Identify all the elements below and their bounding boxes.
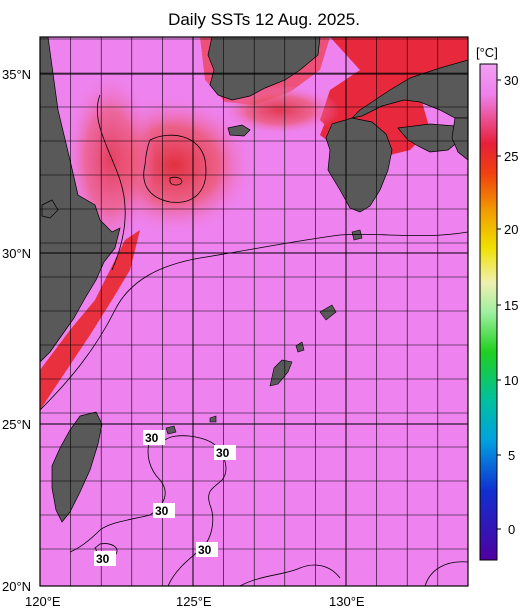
y-tick-label: 20°N bbox=[2, 579, 31, 594]
contour-30-southeast bbox=[239, 564, 341, 586]
land-china bbox=[40, 37, 121, 363]
colorbar-tick-label: 20 bbox=[504, 222, 518, 237]
contour-label: 30 bbox=[155, 504, 169, 518]
y-tick-label: 35°N bbox=[2, 67, 31, 82]
island-okinawa bbox=[269, 359, 293, 387]
colorbar bbox=[479, 63, 498, 561]
y-tick-label: 25°N bbox=[2, 417, 31, 432]
major-graticule bbox=[40, 37, 468, 586]
contour-label: 30 bbox=[198, 543, 212, 557]
contour-label: 30 bbox=[96, 552, 110, 566]
island-miyako bbox=[209, 415, 217, 423]
y-tick-label: 30°N bbox=[2, 246, 31, 261]
contour-label-group: 30 30 30 30 30 bbox=[94, 430, 236, 566]
colorbar-tick-label: 25 bbox=[504, 149, 518, 164]
land-kii bbox=[451, 117, 468, 161]
contour-label: 30 bbox=[216, 446, 230, 460]
map-frame bbox=[39, 36, 469, 587]
island-ishigaki bbox=[165, 425, 177, 435]
contour-label: 30 bbox=[145, 431, 159, 445]
contour-kuroshio bbox=[40, 231, 468, 411]
island-yakushima bbox=[351, 229, 363, 241]
colorbar-tick-label: 10 bbox=[504, 373, 518, 388]
colorbar-unit: [°C] bbox=[476, 45, 498, 60]
island-tokunoshima bbox=[295, 341, 305, 353]
map-title: Daily SSTs 12 Aug. 2025. bbox=[168, 10, 360, 29]
land-jeju bbox=[227, 124, 251, 137]
island-amami bbox=[319, 304, 337, 321]
colorbar-tick-label: 5 bbox=[508, 448, 515, 463]
land-shikoku bbox=[397, 123, 461, 153]
colorbar-tick-label: 30 bbox=[504, 73, 518, 88]
x-tick-label: 130°E bbox=[329, 594, 365, 609]
contour-inner-loop bbox=[169, 176, 183, 186]
colorbar-ticks bbox=[497, 79, 501, 530]
hot-zone-tsushima bbox=[220, 85, 340, 135]
x-tick-label: 125°E bbox=[176, 594, 212, 609]
x-tick-label: 120°E bbox=[25, 594, 61, 609]
contour-30-east bbox=[424, 561, 468, 586]
land-korea bbox=[207, 37, 321, 101]
colorbar-tick-label: 15 bbox=[504, 298, 518, 313]
hot-zone-china-coast bbox=[40, 230, 140, 410]
colorbar-tick-label: 0 bbox=[508, 522, 515, 537]
